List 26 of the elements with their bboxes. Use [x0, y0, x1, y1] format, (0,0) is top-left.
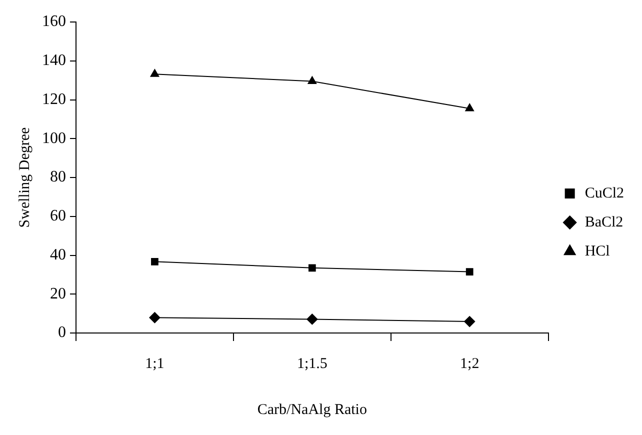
legend-label: CuCl2	[584, 185, 624, 202]
y-tick-label: 20	[50, 285, 66, 302]
y-axis-title: Swelling Degree	[16, 126, 33, 228]
point	[149, 312, 160, 324]
x-tick-label: 1;1	[145, 356, 164, 372]
point	[308, 76, 317, 84]
point	[150, 69, 160, 77]
x-tick-label: 1;2	[460, 356, 480, 372]
y-tick-label: 60	[50, 208, 66, 225]
x-tick-label: 1;1.5	[296, 356, 328, 372]
y-tick-label: 80	[50, 168, 66, 186]
y-tick-label: 140	[42, 52, 66, 70]
point	[306, 314, 318, 325]
legend-label: HCl	[584, 243, 610, 260]
point	[465, 103, 474, 112]
point	[308, 264, 316, 272]
x-axis-title: Carb/NaAlg Ratio	[257, 402, 367, 418]
point	[466, 268, 474, 276]
y-tick-label: 160	[42, 13, 66, 30]
y-tick-label: 120	[42, 90, 66, 108]
y-tick-label: 100	[42, 130, 66, 147]
point	[464, 316, 476, 328]
y-tick-label: 40	[50, 246, 66, 264]
y-tick-label: 0	[58, 324, 66, 342]
legend-label: BaCl2	[584, 214, 624, 230]
point	[151, 258, 158, 266]
